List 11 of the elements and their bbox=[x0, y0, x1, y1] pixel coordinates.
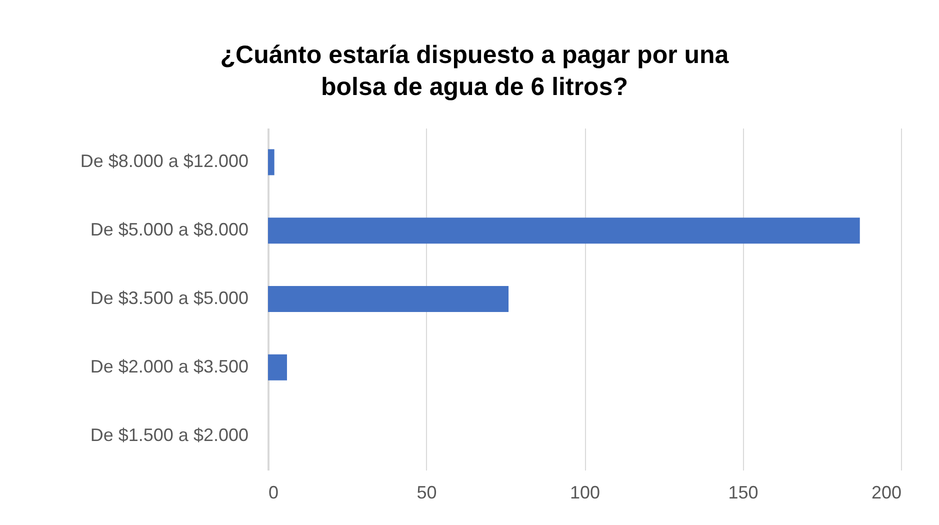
y-tick-label: De $8.000 a $12.000 bbox=[80, 151, 248, 172]
x-tick-label: 150 bbox=[728, 482, 758, 502]
x-tick-label: 100 bbox=[570, 482, 600, 502]
y-tick-label: De $3.500 a $5.000 bbox=[90, 288, 248, 308]
chart-title: ¿Cuánto estaría dispuesto a pagar por una bolsa de agua de 6 litros? bbox=[220, 41, 730, 101]
y-tick-label: De $2.000 a $3.500 bbox=[90, 356, 248, 376]
x-tick-label: 50 bbox=[416, 482, 437, 502]
x-tick-label: 0 bbox=[268, 482, 279, 502]
x-tick-label: 200 bbox=[871, 482, 902, 502]
y-tick-label: De $1.500 a $2.000 bbox=[90, 424, 248, 445]
y-tick-label: De $5.000 a $8.000 bbox=[90, 220, 248, 240]
